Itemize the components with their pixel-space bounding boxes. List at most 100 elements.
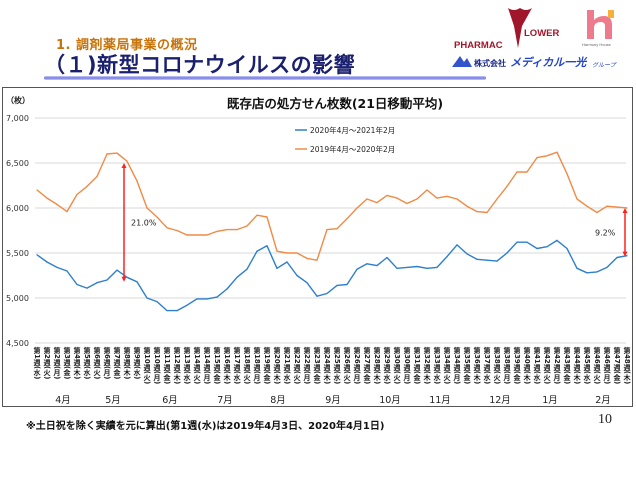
data-point — [626, 207, 628, 209]
data-point — [346, 218, 348, 220]
data-point — [36, 254, 38, 256]
month-label: 5月 — [105, 395, 121, 406]
svg-text:LOWER: LOWER — [524, 28, 559, 39]
data-point — [256, 250, 258, 252]
data-point — [416, 265, 418, 268]
x-tick-label: 第40週(木) — [523, 346, 532, 384]
title-underline — [44, 76, 486, 80]
data-point — [256, 214, 258, 216]
data-point — [616, 256, 618, 259]
data-point — [126, 276, 128, 278]
x-tick-label: 第8週(木) — [123, 346, 132, 379]
data-point — [56, 203, 58, 205]
series-line-2020 — [36, 239, 628, 312]
data-point — [526, 171, 528, 173]
data-point — [276, 250, 278, 252]
data-point — [466, 253, 468, 255]
data-point — [96, 175, 98, 178]
x-tick-label: 第16週(木) — [223, 346, 232, 384]
data-point — [36, 189, 38, 191]
data-point — [136, 180, 138, 182]
x-tick-label: 第45週(水) — [583, 346, 592, 384]
data-point — [426, 189, 428, 191]
x-tick-label: 第25週(水) — [333, 346, 342, 384]
data-point — [116, 269, 118, 271]
data-point — [516, 241, 518, 243]
data-point — [476, 211, 478, 213]
data-point — [236, 229, 238, 231]
data-point — [166, 310, 168, 312]
data-point — [446, 256, 448, 258]
x-tick-label: 第18週(火) — [243, 346, 252, 384]
data-point — [276, 267, 278, 269]
data-point — [316, 295, 318, 297]
data-point — [426, 267, 428, 269]
month-label: 8月 — [270, 395, 286, 406]
x-tick-label: 第23週(金) — [313, 346, 322, 384]
data-point — [126, 160, 128, 162]
x-tick-label: 第30週(火) — [393, 346, 402, 384]
chart-frame — [2, 87, 633, 407]
data-point — [306, 257, 308, 259]
data-point — [136, 281, 138, 283]
x-tick-label: 第2週(月) — [53, 346, 62, 379]
data-point — [86, 287, 88, 289]
section-heading: 1. 調剤薬局事業の概況 — [56, 38, 198, 53]
data-point — [336, 284, 338, 286]
data-point — [146, 297, 148, 299]
x-tick-label: 第26週(火) — [343, 346, 352, 384]
x-tick-label: 第9週(水) — [133, 346, 142, 379]
svg-text:グループ: グループ — [592, 61, 618, 69]
data-point — [496, 198, 498, 200]
data-point — [456, 244, 458, 246]
data-point — [506, 185, 508, 187]
x-tick-label: 第33週(水) — [433, 346, 442, 384]
data-point — [586, 272, 588, 274]
data-point — [206, 298, 208, 300]
data-point — [236, 276, 238, 278]
x-tick-label: 第11週(金) — [163, 346, 172, 384]
month-label: 11月 — [429, 395, 451, 406]
data-point — [556, 239, 558, 241]
data-point — [576, 267, 578, 269]
data-point — [556, 151, 558, 153]
x-tick-label: 第39週(金) — [513, 346, 522, 384]
data-point — [106, 153, 108, 155]
footnote: ※土日祝を除く実績を元に算出(第1週(水)は2019年4月3日、2020年4月1… — [26, 421, 385, 432]
arrowhead-up — [622, 208, 628, 213]
x-tick-label: 第46週(月) — [603, 346, 612, 384]
data-point — [396, 267, 398, 269]
harmony-house-logo: Harmony House — [582, 10, 614, 47]
data-point — [226, 288, 228, 290]
data-point — [466, 205, 468, 207]
pharmac-flower-logo: PHARMAC LOWER — [454, 8, 559, 50]
x-tick-label: 第2週(火) — [43, 346, 52, 379]
month-label: 1月 — [542, 395, 558, 406]
x-tick-label: 第44週(木) — [573, 346, 582, 384]
data-point — [196, 298, 198, 300]
data-point — [186, 304, 188, 306]
x-tick-label: 第29週(水) — [383, 346, 392, 384]
data-point — [546, 155, 548, 157]
data-point — [266, 245, 268, 247]
x-tick-label: 第1週(水) — [33, 346, 42, 379]
x-tick-label: 第27週(金) — [363, 346, 372, 384]
month-label: 12月 — [489, 395, 511, 406]
x-tick-label: 第6週(月) — [103, 346, 112, 379]
page-title: （１)新型コロナウイルスの影響 — [44, 53, 356, 77]
page-number: 10 — [598, 412, 612, 427]
y-axis-label: （枚） — [6, 95, 30, 105]
data-point — [356, 268, 358, 270]
x-tick-label: 第10週(月) — [153, 346, 162, 384]
data-point — [286, 252, 288, 254]
data-point — [326, 229, 328, 231]
data-point — [286, 261, 288, 263]
x-tick-label: 第26週(月) — [353, 346, 362, 384]
medical-ikko-logo: 株式会社 メディカル一光 グループ — [452, 56, 618, 69]
data-point — [66, 270, 68, 272]
legend-label: 2019年4月～2020年2月 — [310, 144, 395, 154]
x-tick-label: 第4週(木) — [73, 346, 82, 379]
series-line-2019 — [36, 151, 628, 261]
data-point — [326, 292, 328, 295]
data-point — [536, 247, 538, 250]
